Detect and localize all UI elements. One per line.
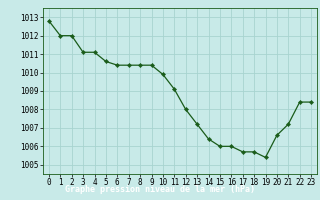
Text: Graphe pression niveau de la mer (hPa): Graphe pression niveau de la mer (hPa) <box>65 185 255 194</box>
